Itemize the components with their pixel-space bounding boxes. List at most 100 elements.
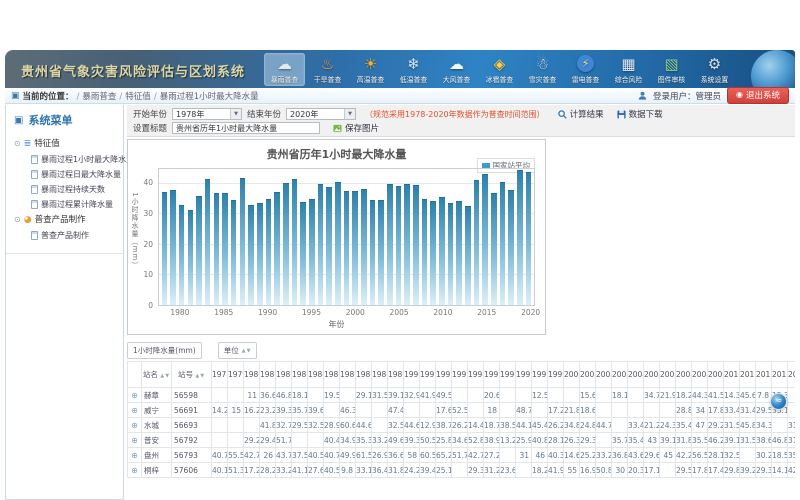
x-tick-label: 2020 — [521, 308, 541, 317]
data-table-container: 站名 ▲▼站号 ▲▼197819791980198119821983198419… — [127, 361, 795, 500]
bar-slot — [394, 169, 403, 305]
value-cell — [563, 387, 580, 403]
breadcrumb-item[interactable]: 暴雨普查 — [82, 91, 117, 102]
value-cell: 56.5 — [691, 447, 708, 463]
value-cell: 31.8 — [387, 462, 404, 478]
value-cell: 18.5 — [771, 447, 788, 463]
y-tick-label: 40 — [143, 178, 153, 188]
value-cell: 46.8 — [275, 387, 292, 403]
tree-leaf-item[interactable]: 暴雨过程1小时最大降水量 — [14, 152, 134, 167]
value-cell: 15.6 — [579, 387, 596, 403]
nav-item-drought[interactable]: ♨ 干旱普查 — [307, 53, 348, 86]
y-tick-label: 0 — [148, 301, 153, 310]
nav-item-snow[interactable]: ☃ 雪灾普查 — [522, 53, 563, 86]
value-cell: 18.2 — [675, 387, 692, 403]
start-year-select[interactable]: 1978年 ▼ — [172, 108, 243, 120]
header-year-1986: 1986 — [339, 361, 356, 388]
nav-item-hail[interactable]: ◈ 冰雹普查 — [479, 53, 520, 86]
bar-slot — [169, 169, 178, 305]
value-cell — [339, 387, 356, 403]
row-expand-icon[interactable]: ⊕ — [127, 462, 142, 478]
value-cell: 16.9 — [579, 462, 596, 478]
value-cell — [403, 402, 420, 418]
row-expand-icon[interactable]: ⊕ — [127, 387, 142, 403]
bar-slot — [325, 169, 334, 305]
bar-1990 — [265, 198, 272, 305]
document-icon — [31, 231, 38, 240]
header-station-id[interactable]: 站号 ▲▼ — [171, 361, 212, 388]
tree-leaf-item[interactable]: 普查产品制作 — [14, 228, 123, 243]
value-cell — [243, 417, 260, 433]
tree-leaf-label: 暴雨过程累计降水量 — [41, 200, 113, 209]
tree-expander-icon[interactable]: ⊙ — [14, 215, 21, 224]
x-tick-label: 1980 — [170, 308, 190, 317]
header-year-1982: 1982 — [275, 361, 292, 388]
value-cell: 38.6 — [755, 432, 772, 448]
bar-2000 — [352, 191, 358, 305]
header-year-1980: 1980 — [243, 361, 260, 388]
value-cell: 39.1 — [387, 387, 404, 403]
header-year-1993: 1993 — [451, 361, 468, 388]
tree-node-features[interactable]: ⊙ ≣ 特征值 — [14, 136, 123, 152]
value-cell: 18.6 — [579, 402, 596, 418]
nav-item-map-review[interactable]: ▧ 图件审核 — [651, 53, 692, 86]
nav-item-composite-risk[interactable]: ▦ 综合风险 — [608, 53, 649, 86]
value-cell — [659, 402, 676, 418]
nav-item-low-temp[interactable]: ❄ 低温普查 — [393, 53, 434, 86]
logout-button[interactable]: ◉ 退出系统 — [727, 87, 789, 104]
value-cell: 44.7 — [595, 417, 612, 433]
header-year-1978: 1978 — [211, 361, 228, 388]
chart-title-input[interactable] — [172, 122, 321, 134]
calculate-button[interactable]: 计算结果 — [557, 108, 604, 120]
value-cell — [451, 387, 468, 403]
row-expand-icon[interactable]: ⊕ — [127, 417, 142, 433]
value-cell: 51.3 — [227, 462, 244, 478]
value-cell: 29.6 — [643, 447, 660, 463]
document-icon — [31, 185, 38, 194]
nav-item-rainstorm[interactable]: ☁ 暴雨普查 — [264, 53, 305, 86]
header-year-2014: 2014 — [787, 361, 795, 388]
header-station-name[interactable]: 站名 ▲▼ — [141, 361, 172, 388]
nav-item-wind[interactable]: ☁ 大风普查 — [436, 53, 477, 86]
document-icon — [31, 200, 38, 209]
table-row: ⊕ 赫章 56598 11 36.6 46.8 18.1 19.5 29.1 31.5 39.1 32… — [127, 387, 795, 403]
nav-item-label: 冰雹普查 — [485, 75, 514, 84]
value-type-chip[interactable]: 1小时降水量(mm) — [127, 342, 202, 359]
tree-node-products[interactable]: ⊙ ◕ 普查产品制作 — [14, 212, 123, 228]
value-cell: 34.3 — [755, 417, 772, 433]
tree-leaf-item[interactable]: 暴雨过程累计降水量 — [14, 197, 123, 212]
query-row-1: 开始年份 1978年 ▼ 结束年份 2020年 ▼ （规范采用1978-2020… — [133, 107, 789, 121]
value-cell: 31.9 — [787, 417, 795, 433]
value-cell — [531, 402, 548, 418]
nav-item-high-temp[interactable]: ☀ 高温普查 — [350, 53, 391, 86]
end-year-select[interactable]: 2020年 ▼ — [286, 108, 357, 120]
query-panel: 开始年份 1978年 ▼ 结束年份 2020年 ▼ （规范采用1978-2020… — [127, 105, 795, 137]
table-row: ⊕ 普安 56792 29.2 29.4 51.7 40.4 34.9 35.3 33.2 49.6… — [127, 432, 795, 448]
download-button[interactable]: 数据下载 — [617, 108, 663, 120]
row-expand-icon[interactable]: ⊕ — [127, 447, 142, 463]
nav-item-settings[interactable]: ⚙ 系统设置 — [694, 53, 735, 86]
save-image-button[interactable]: 保存图片 — [333, 122, 379, 134]
breadcrumb-item[interactable]: 暴雨过程1小时最大降水量 — [159, 91, 259, 102]
nav-item-lightning[interactable]: ⚡ 雷电普查 — [565, 53, 606, 86]
x-tick-label: 2005 — [389, 308, 409, 317]
value-cell: 35.7 — [611, 432, 628, 448]
float-button[interactable]: ≈ — [770, 393, 787, 410]
bar-slot — [498, 169, 507, 305]
nav-item-label: 暴雨普查 — [270, 75, 299, 84]
tree-leaf-item[interactable]: 暴雨过程日最大降水量 — [14, 167, 123, 182]
header-year-2007: 2007 — [675, 361, 692, 388]
tree-leaf-item[interactable]: 暴雨过程持续天数 — [14, 182, 123, 197]
row-expand-icon[interactable]: ⊕ — [127, 402, 142, 418]
row-expand-icon[interactable]: ⊕ — [127, 432, 142, 448]
tree-expander-icon[interactable]: ⊙ — [14, 139, 21, 148]
tree-leaf-label: 暴雨过程持续天数 — [41, 185, 105, 194]
header-year-2010: 2010 — [723, 361, 740, 388]
chart-legend[interactable]: 国家站平均 — [476, 158, 535, 173]
query-row-2: 设置标题 保存图片 — [133, 121, 789, 135]
unit-filter-chip[interactable]: 单位 ▲▼ — [217, 342, 258, 359]
gridline — [159, 183, 534, 185]
breadcrumb-item[interactable]: 特征值 — [125, 91, 151, 102]
